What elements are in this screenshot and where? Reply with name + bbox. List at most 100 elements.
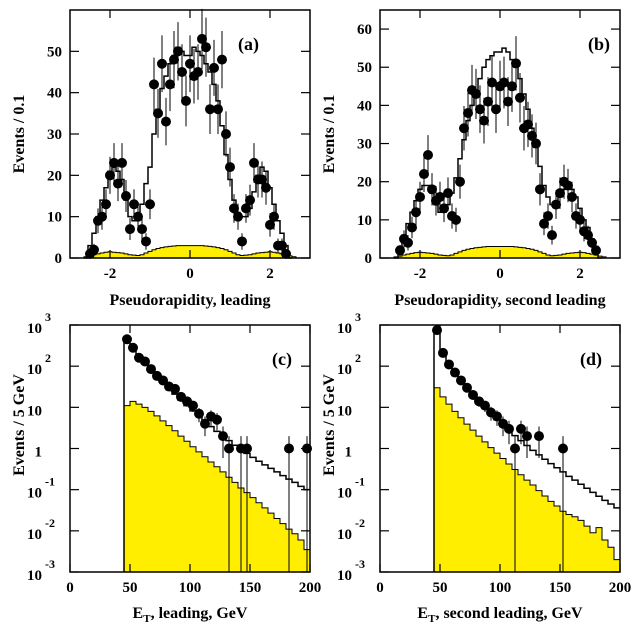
x-tick-label: 2: [576, 266, 584, 282]
x-axis-label-main: E: [133, 605, 144, 622]
x-axis-label-rest: , second leading, GeV: [435, 605, 583, 622]
data-point: [165, 79, 175, 90]
data-point: [229, 203, 239, 214]
data-point: [475, 104, 485, 115]
data-point: [455, 176, 465, 187]
x-tick-label: 100: [489, 580, 512, 596]
data-point: [185, 58, 195, 69]
data-point: [101, 199, 111, 210]
data-point: [97, 211, 107, 222]
data-point: [423, 149, 433, 160]
data-point: [480, 400, 490, 411]
x-tick-label: 150: [239, 580, 262, 596]
data-point: [158, 375, 168, 386]
data-point: [450, 367, 460, 378]
data-point: [547, 230, 557, 241]
data-point: [140, 356, 150, 367]
data-point: [149, 79, 159, 90]
background-histogram: [123, 400, 311, 573]
y-tick-exponent: 3: [45, 310, 51, 324]
data-point: [444, 359, 454, 370]
data-point: [523, 119, 533, 130]
y-tick-label: 10: [27, 362, 42, 378]
data-point: [499, 77, 509, 88]
y-tick-label: 10: [27, 321, 42, 337]
data-point: [245, 195, 255, 206]
y-tick-label: 40: [47, 86, 62, 102]
mc-total-histogram: [84, 46, 292, 259]
data-point: [133, 211, 143, 222]
y-tick-exponent: 2: [45, 351, 51, 365]
x-tick-label: 200: [299, 580, 322, 596]
data-point: [221, 129, 231, 139]
x-tick-label: 200: [609, 580, 632, 596]
data-point: [146, 364, 156, 375]
data-point: [555, 188, 565, 199]
data-point: [438, 347, 448, 358]
data-point: [197, 33, 207, 44]
data-point: [261, 182, 271, 193]
y-axis-label: Events / 0.1: [321, 95, 338, 174]
data-point: [109, 157, 119, 168]
data-point: [535, 184, 545, 195]
data-point: [515, 92, 525, 103]
x-tick-label: 100: [179, 580, 202, 596]
data-point: [177, 67, 187, 77]
x-tick-label: 0: [376, 580, 384, 596]
data-point: [510, 443, 520, 454]
data-point: [503, 96, 513, 107]
data-point: [462, 382, 472, 393]
data-point: [137, 224, 147, 235]
data-point: [459, 123, 469, 134]
data-point: [567, 191, 577, 202]
data-point: [516, 423, 526, 434]
data-point: [233, 211, 243, 222]
data-point: [511, 58, 521, 69]
data-point: [145, 199, 155, 210]
data-point: [173, 46, 183, 57]
data-point: [217, 54, 227, 65]
panel-label: (a): [238, 34, 259, 55]
data-point: [443, 188, 453, 199]
x-axis-label: ET, leading, GeV: [133, 605, 248, 625]
panel-label: (d): [580, 349, 602, 370]
data-point: [415, 191, 425, 202]
y-tick-exponent: -2: [355, 516, 365, 530]
y-axis-label: Events / 5 GeV: [321, 374, 338, 476]
y-tick-label: 50: [47, 44, 62, 60]
data-point: [224, 443, 234, 454]
data-point: [113, 178, 123, 189]
data-point: [117, 157, 127, 168]
y-tick-exponent: -1: [355, 475, 365, 489]
y-tick-label: 30: [47, 127, 62, 143]
data-point: [411, 207, 421, 218]
data-point: [269, 211, 279, 222]
x-tick-label: 50: [433, 580, 448, 596]
data-point: [188, 400, 198, 411]
data-point: [587, 237, 597, 248]
y-tick-label: 10: [27, 568, 42, 584]
data-point: [105, 170, 115, 181]
data-point: [212, 414, 222, 425]
data-point: [395, 245, 405, 256]
y-tick-label: 0: [55, 251, 63, 267]
data-point: [89, 244, 99, 255]
x-tick-label: -2: [414, 266, 427, 282]
x-axis-label-sub: T: [428, 613, 436, 625]
x-tick-label: 0: [496, 266, 504, 282]
y-tick-label: 10: [337, 403, 352, 419]
data-point: [218, 431, 228, 442]
data-point: [128, 342, 138, 353]
data-point: [439, 203, 449, 214]
data-point: [122, 334, 132, 345]
y-tick-label: 10: [27, 527, 42, 543]
data-point: [471, 88, 481, 99]
y-tick-exponent: -3: [45, 557, 55, 571]
data-point: [522, 431, 532, 442]
x-tick-label: -2: [104, 266, 117, 282]
data-point: [237, 236, 247, 247]
data-point: [125, 224, 135, 235]
data-point: [181, 95, 191, 106]
data-point: [201, 42, 211, 53]
